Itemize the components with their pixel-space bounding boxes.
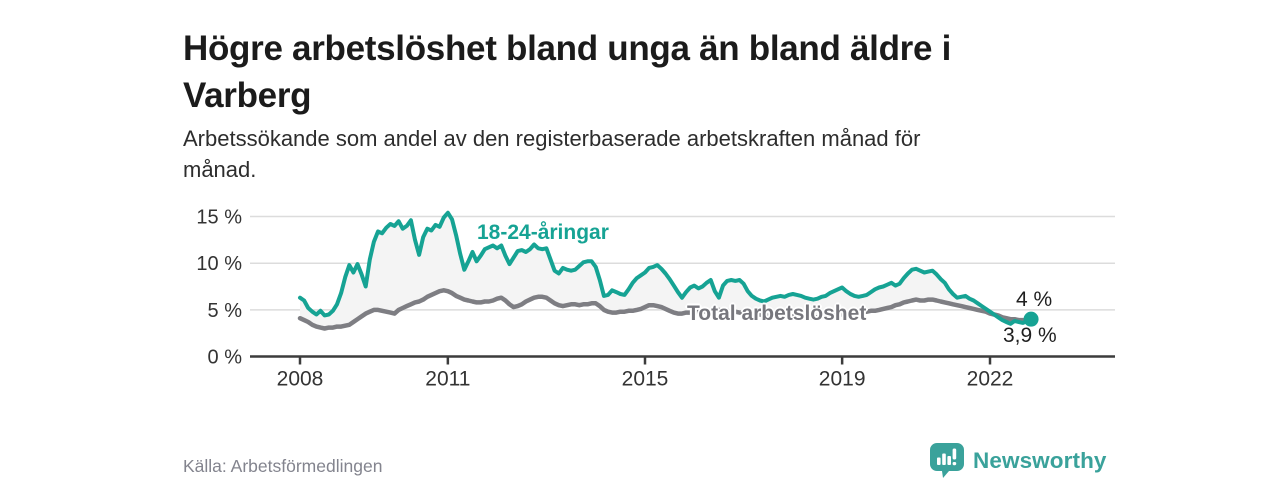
newsworthy-bubble-chart-icon [930, 443, 964, 478]
between-series-fill [300, 212, 1032, 329]
end-value-label-young: 4 % [1016, 288, 1053, 311]
series-label-young: 18-24-åringar [477, 221, 609, 244]
y-tick-label-10: 10 % [196, 253, 242, 275]
x-tick-label-2022: 2022 [967, 368, 1014, 391]
newsworthy-logo[interactable]: Newsworthy [930, 443, 1107, 478]
x-tick-label-2019: 2019 [819, 368, 866, 391]
source-note: Källa: Arbetsförmedlingen [183, 456, 383, 476]
series-label-total: Total arbetslöshet [687, 302, 867, 325]
page-title: Högre arbetslöshet bland unga än bland ä… [183, 29, 951, 116]
end-value-label-total: 3,9 % [1003, 324, 1057, 347]
line-18-24-aringar [298, 210, 1034, 326]
x-tick-label-2008: 2008 [277, 368, 324, 391]
brand-name: Newsworthy [973, 447, 1107, 473]
y-tick-label-5: 5 % [208, 300, 243, 322]
y-tick-label-0: 0 % [208, 347, 243, 369]
x-tick-label-2011: 2011 [425, 368, 470, 391]
y-tick-label-15: 15 % [196, 207, 242, 229]
line-total-arbetsloshet [297, 288, 1034, 331]
x-tick-label-2015: 2015 [622, 368, 669, 391]
page-subtitle: Arbetssökande som andel av den registerb… [183, 126, 921, 182]
